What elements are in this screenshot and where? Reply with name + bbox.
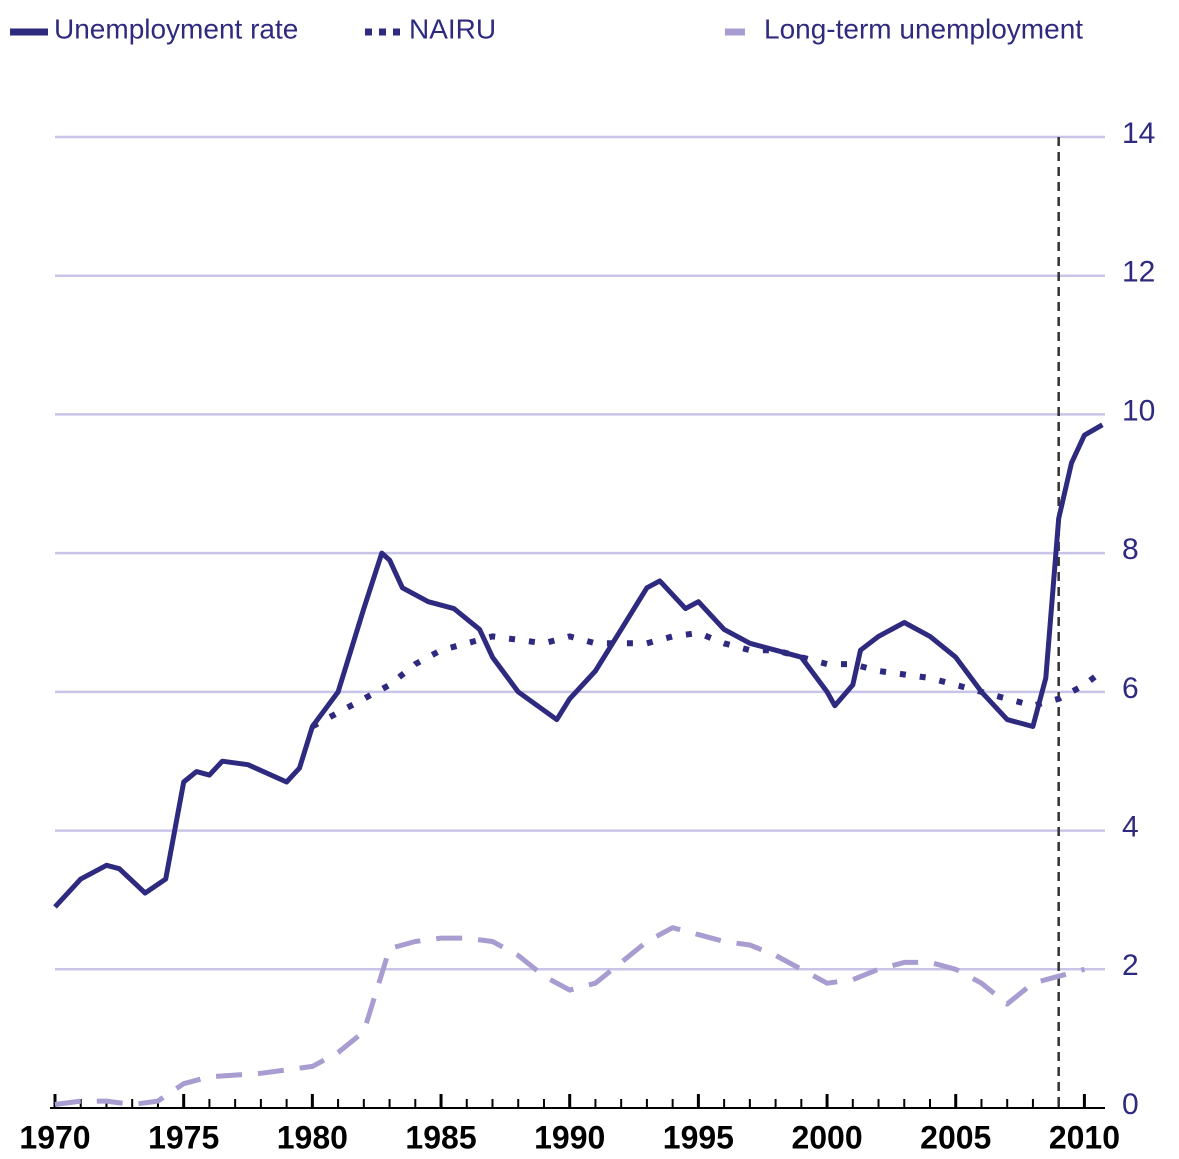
y-tick-label: 6 — [1122, 672, 1139, 705]
x-tick-label: 2005 — [920, 1119, 991, 1155]
x-tick-label: 1970 — [19, 1119, 90, 1155]
series-line — [54, 925, 1086, 1107]
y-tick-label: 12 — [1122, 256, 1155, 289]
y-tick-label: 4 — [1122, 810, 1139, 843]
legend-label: Unemployment rate — [54, 13, 298, 44]
y-tick-label: 14 — [1122, 117, 1155, 150]
series-line — [53, 422, 1104, 909]
y-tick-label: 0 — [1122, 1088, 1139, 1121]
x-tick-label: 1975 — [148, 1119, 219, 1155]
series-line — [310, 629, 1105, 730]
legend-label: Long-term unemployment — [764, 13, 1083, 44]
y-tick-label: 8 — [1122, 533, 1139, 566]
y-tick-label: 10 — [1122, 394, 1155, 427]
x-tick-label: 1990 — [534, 1119, 605, 1155]
x-tick-label: 1980 — [277, 1119, 348, 1155]
x-tick-label: 2000 — [791, 1119, 862, 1155]
x-tick-label: 2010 — [1049, 1119, 1120, 1155]
x-tick-label: 1995 — [663, 1119, 734, 1155]
legend-label: NAIRU — [409, 13, 496, 44]
y-tick-label: 2 — [1122, 949, 1139, 982]
x-tick-label: 1985 — [405, 1119, 476, 1155]
